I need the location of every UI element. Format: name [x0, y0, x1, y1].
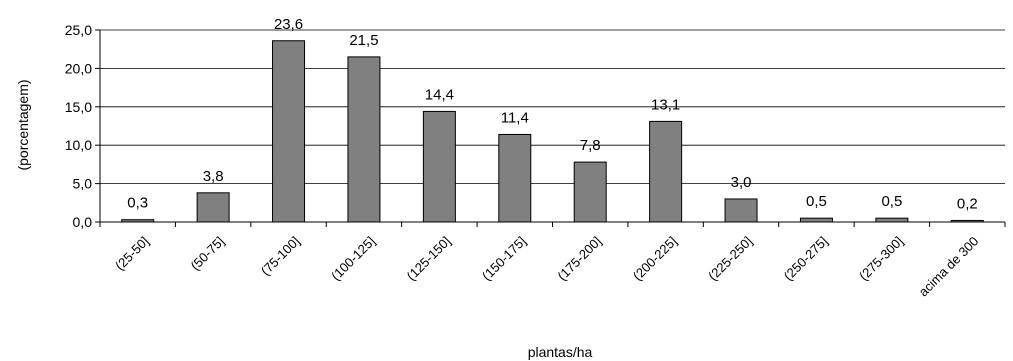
y-tick-label: 0,0: [73, 214, 93, 230]
y-tick-label: 10,0: [65, 137, 92, 153]
axes: [95, 29, 1006, 227]
x-axis-title: plantas/ha: [528, 344, 593, 360]
bar: [498, 133, 532, 223]
data-labels: 0,3 3,8 23,6 21,5 14,4 11,4 7,8 13,1 3,0 0,5 0,5 0,…: [127, 16, 977, 213]
gridlines: [100, 29, 1005, 185]
category-label: (100-125]: [328, 234, 378, 284]
data-label: 21,5: [349, 32, 378, 49]
data-label: 0,2: [957, 195, 978, 212]
y-tick-labels: 0,0 5,0 10,0 15,0 20,0 25,0: [65, 22, 92, 230]
bar: [724, 198, 758, 223]
y-tick-label: 5,0: [73, 176, 93, 192]
data-label: 0,5: [806, 193, 827, 210]
category-label: (150-175]: [479, 234, 529, 284]
bar: [422, 110, 456, 223]
bar: [196, 192, 230, 223]
bar: [649, 120, 683, 223]
bar: [573, 161, 607, 223]
category-label: (50-75]: [188, 234, 228, 274]
bar: [875, 217, 909, 223]
bar: [799, 217, 833, 223]
data-label: 0,5: [881, 193, 902, 210]
bars: [121, 40, 984, 223]
data-label: 14,4: [425, 86, 454, 103]
y-axis-title: (porcentagem): [15, 79, 31, 170]
data-label: 3,8: [203, 168, 224, 185]
category-label: acima de 300: [916, 234, 982, 300]
bar: [272, 40, 306, 223]
bar: [347, 56, 381, 223]
data-label: 13,1: [651, 96, 680, 113]
data-label: 11,4: [501, 109, 529, 126]
category-label: (250-275]: [781, 234, 831, 284]
category-label: (25-50]: [112, 234, 152, 274]
data-label: 3,0: [731, 174, 752, 191]
category-label: (125-150]: [404, 234, 454, 284]
category-label: (200-225]: [630, 234, 680, 284]
category-label: (75-100]: [258, 234, 303, 279]
data-label: 7,8: [580, 137, 601, 154]
category-label: (225-250]: [705, 234, 755, 284]
category-label: (275-300]: [856, 234, 906, 284]
data-label: 23,6: [274, 16, 303, 33]
y-tick-label: 15,0: [65, 99, 92, 115]
category-label: (175-200]: [554, 234, 604, 284]
category-labels: (25-50] (50-75] (75-100] (100-125] (125-150]…: [112, 234, 981, 300]
y-tick-label: 20,0: [65, 60, 92, 76]
data-label: 0,3: [127, 195, 148, 212]
y-tick-label: 25,0: [65, 22, 92, 38]
